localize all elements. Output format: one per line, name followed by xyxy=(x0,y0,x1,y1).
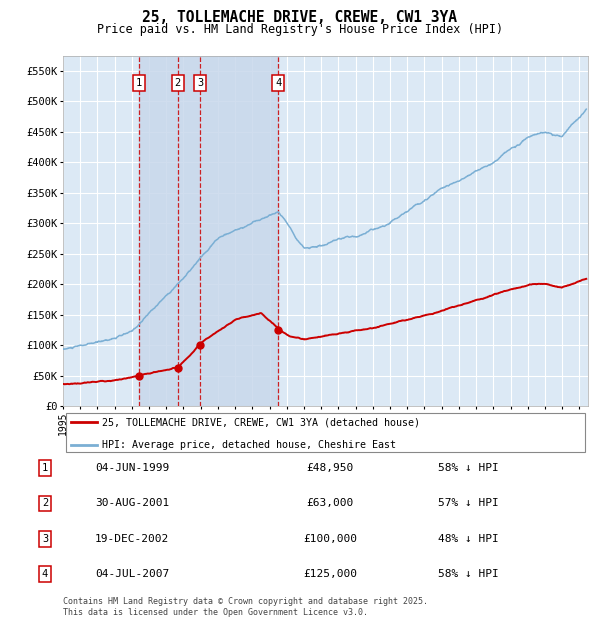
Text: 3: 3 xyxy=(42,534,48,544)
Text: 25, TOLLEMACHE DRIVE, CREWE, CW1 3YA: 25, TOLLEMACHE DRIVE, CREWE, CW1 3YA xyxy=(143,10,458,25)
Text: 58% ↓ HPI: 58% ↓ HPI xyxy=(437,569,499,579)
Text: 19-DEC-2002: 19-DEC-2002 xyxy=(95,534,169,544)
Text: 30-AUG-2001: 30-AUG-2001 xyxy=(95,498,169,508)
Text: 1: 1 xyxy=(42,463,48,473)
Text: 04-JUN-1999: 04-JUN-1999 xyxy=(95,463,169,473)
Bar xyxy=(139,56,278,406)
Text: 04-JUL-2007: 04-JUL-2007 xyxy=(95,569,169,579)
Text: 25, TOLLEMACHE DRIVE, CREWE, CW1 3YA (detached house): 25, TOLLEMACHE DRIVE, CREWE, CW1 3YA (de… xyxy=(103,417,421,427)
FancyBboxPatch shape xyxy=(65,414,586,452)
Text: HPI: Average price, detached house, Cheshire East: HPI: Average price, detached house, Ches… xyxy=(103,440,397,450)
Text: 4: 4 xyxy=(275,78,281,88)
Text: Price paid vs. HM Land Registry's House Price Index (HPI): Price paid vs. HM Land Registry's House … xyxy=(97,24,503,36)
Text: 58% ↓ HPI: 58% ↓ HPI xyxy=(437,463,499,473)
Text: 1: 1 xyxy=(136,78,142,88)
Text: 3: 3 xyxy=(197,78,203,88)
Text: £125,000: £125,000 xyxy=(303,569,357,579)
Text: 2: 2 xyxy=(175,78,181,88)
Text: 57% ↓ HPI: 57% ↓ HPI xyxy=(437,498,499,508)
Text: £100,000: £100,000 xyxy=(303,534,357,544)
Text: £48,950: £48,950 xyxy=(307,463,353,473)
Text: Contains HM Land Registry data © Crown copyright and database right 2025.
This d: Contains HM Land Registry data © Crown c… xyxy=(63,598,428,617)
Text: 48% ↓ HPI: 48% ↓ HPI xyxy=(437,534,499,544)
Text: 4: 4 xyxy=(42,569,48,579)
Text: £63,000: £63,000 xyxy=(307,498,353,508)
Text: 2: 2 xyxy=(42,498,48,508)
